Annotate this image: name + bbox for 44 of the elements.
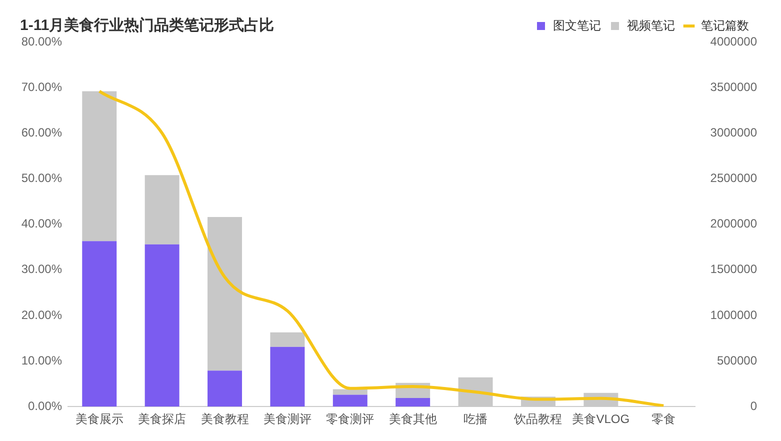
x-tick-label: 美食展示 bbox=[75, 412, 124, 426]
legend-label: 视频笔记 bbox=[627, 18, 675, 32]
y-tick-label: 40.00% bbox=[18, 216, 62, 231]
bar bbox=[270, 346, 305, 407]
bar bbox=[144, 244, 180, 407]
y2-tick-label: 1000000 bbox=[706, 308, 758, 322]
chart-title: 1-11月美食行业热门品类笔记形式占比 bbox=[20, 16, 274, 34]
bar bbox=[270, 332, 305, 347]
y-tick-label: 80.00% bbox=[18, 34, 62, 48]
x-tick-label: 零食 bbox=[652, 412, 676, 426]
x-tick-label: 美食VLOG bbox=[572, 412, 630, 426]
bar bbox=[396, 398, 430, 407]
y-tick-label: 60.00% bbox=[18, 125, 62, 140]
x-tick-label: 美食其他 bbox=[388, 412, 437, 426]
x-tick-label: 吃播 bbox=[464, 412, 488, 426]
line-series bbox=[98, 90, 666, 407]
y2-tick-label: 4000000 bbox=[706, 34, 758, 48]
bar bbox=[82, 91, 117, 242]
y-tick-label: 0.00% bbox=[24, 398, 62, 413]
x-tick-label: 美食探店 bbox=[138, 412, 186, 426]
y2-tick-label: 3000000 bbox=[706, 125, 758, 140]
x-tick-label: 美食教程 bbox=[200, 412, 249, 426]
bar bbox=[332, 389, 368, 395]
x-tick-label: 零食测评 bbox=[326, 412, 374, 426]
y2-tick-label: 500000 bbox=[714, 353, 758, 368]
y-tick-label: 50.00% bbox=[18, 171, 62, 186]
bar bbox=[82, 241, 117, 407]
x-tick-label: 美食测评 bbox=[263, 412, 312, 426]
x-tick-label: 饮品教程 bbox=[513, 412, 562, 426]
legend-label: 笔记篇数 bbox=[701, 18, 749, 32]
y-tick-label: 10.00% bbox=[18, 353, 62, 368]
legend-label: 图文笔记 bbox=[553, 18, 601, 32]
y2-tick-label: 0 bbox=[746, 398, 758, 413]
y-tick-label: 30.00% bbox=[18, 262, 62, 276]
bar bbox=[144, 175, 180, 244]
y2-tick-label: 1500000 bbox=[706, 262, 758, 276]
y2-tick-label: 2500000 bbox=[706, 171, 758, 186]
bar bbox=[208, 370, 242, 407]
y-tick-label: 70.00% bbox=[18, 80, 62, 94]
y2-tick-label: 3500000 bbox=[706, 80, 758, 94]
bar bbox=[332, 394, 368, 407]
y2-tick-label: 2000000 bbox=[706, 216, 758, 231]
bar bbox=[208, 217, 242, 371]
y-tick-label: 20.00% bbox=[18, 308, 62, 322]
